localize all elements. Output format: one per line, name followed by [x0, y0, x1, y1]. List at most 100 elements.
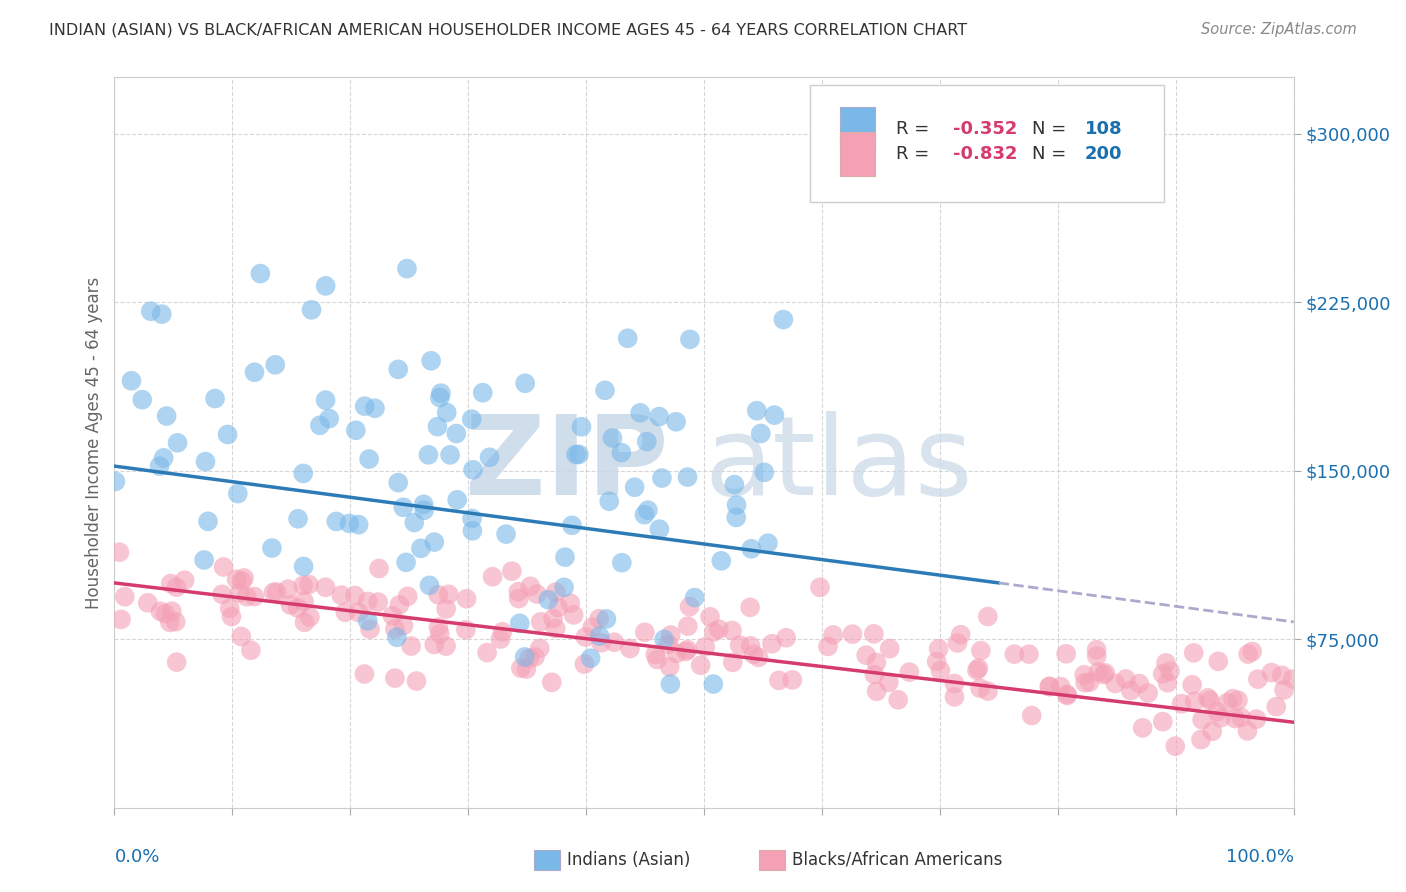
Point: [436, 405, 458, 419]
Point: [166, 435, 188, 450]
Point: [1104, 676, 1126, 690]
Point: [418, 578, 440, 592]
Point: [434, 639, 457, 653]
Point: [723, 477, 745, 491]
Point: [1225, 712, 1247, 726]
Point: [515, 376, 537, 391]
Point: [863, 667, 886, 681]
Point: [929, 664, 952, 678]
Point: [387, 362, 409, 376]
Point: [159, 576, 181, 591]
Point: [353, 667, 375, 681]
Point: [619, 641, 641, 656]
Point: [1246, 712, 1268, 726]
Point: [325, 515, 347, 529]
Point: [1056, 689, 1078, 703]
Point: [946, 636, 969, 650]
Point: [1247, 672, 1270, 686]
Point: [1073, 668, 1095, 682]
Point: [292, 467, 315, 481]
Point: [966, 663, 988, 677]
Point: [517, 651, 540, 665]
Point: [292, 594, 315, 608]
Point: [429, 627, 451, 641]
Point: [173, 573, 195, 587]
Point: [427, 588, 450, 602]
Point: [165, 580, 187, 594]
Point: [217, 427, 239, 442]
Point: [748, 650, 770, 665]
Point: [211, 587, 233, 601]
Point: [526, 587, 548, 601]
Point: [287, 512, 309, 526]
Y-axis label: Householder Income Ages 45 - 64 years: Householder Income Ages 45 - 64 years: [86, 277, 103, 608]
Point: [489, 632, 512, 646]
Point: [509, 661, 531, 675]
Point: [1137, 686, 1160, 700]
Point: [1197, 690, 1219, 705]
Point: [554, 550, 576, 565]
Point: [728, 638, 751, 652]
Point: [689, 658, 711, 673]
Point: [318, 411, 340, 425]
Point: [1237, 647, 1260, 661]
Point: [1164, 739, 1187, 753]
Point: [855, 648, 877, 663]
Point: [294, 615, 316, 630]
Point: [1115, 672, 1137, 686]
Point: [159, 615, 181, 630]
Point: [418, 448, 440, 462]
Point: [695, 640, 717, 654]
Point: [721, 656, 744, 670]
Point: [1021, 708, 1043, 723]
Point: [1152, 666, 1174, 681]
Point: [651, 471, 673, 485]
Point: [292, 559, 315, 574]
Point: [409, 541, 432, 556]
Point: [1152, 714, 1174, 729]
Point: [772, 312, 794, 326]
Point: [495, 527, 517, 541]
Point: [427, 620, 450, 634]
FancyBboxPatch shape: [810, 85, 1164, 202]
Point: [740, 639, 762, 653]
Point: [387, 475, 409, 490]
Point: [481, 570, 503, 584]
Point: [1049, 680, 1071, 694]
Point: [456, 591, 478, 606]
Point: [193, 553, 215, 567]
Point: [1189, 732, 1212, 747]
Text: INDIAN (ASIAN) VS BLACK/AFRICAN AMERICAN HOUSEHOLDER INCOME AGES 45 - 64 YEARS C: INDIAN (ASIAN) VS BLACK/AFRICAN AMERICAN…: [49, 22, 967, 37]
Point: [104, 475, 127, 489]
Text: atlas: atlas: [704, 411, 973, 518]
Point: [277, 582, 299, 596]
Point: [353, 399, 375, 413]
Point: [1206, 654, 1229, 668]
Point: [347, 606, 370, 620]
Point: [110, 612, 132, 626]
Point: [943, 690, 966, 704]
Point: [221, 609, 243, 624]
Point: [301, 302, 323, 317]
Point: [1056, 687, 1078, 701]
Point: [148, 459, 170, 474]
Point: [562, 607, 585, 622]
Text: 200: 200: [1085, 145, 1122, 163]
Point: [565, 447, 588, 461]
Point: [530, 615, 553, 629]
Point: [676, 619, 699, 633]
Bar: [839, 107, 875, 151]
Point: [644, 648, 666, 662]
Point: [337, 516, 360, 531]
Point: [384, 671, 406, 685]
Text: Indians (Asian): Indians (Asian): [567, 851, 690, 869]
Point: [292, 578, 315, 592]
Point: [969, 681, 991, 696]
Point: [204, 392, 226, 406]
Point: [235, 590, 257, 604]
Point: [761, 637, 783, 651]
Point: [1226, 693, 1249, 707]
Point: [1159, 664, 1181, 678]
Point: [541, 611, 564, 625]
Point: [461, 463, 484, 477]
